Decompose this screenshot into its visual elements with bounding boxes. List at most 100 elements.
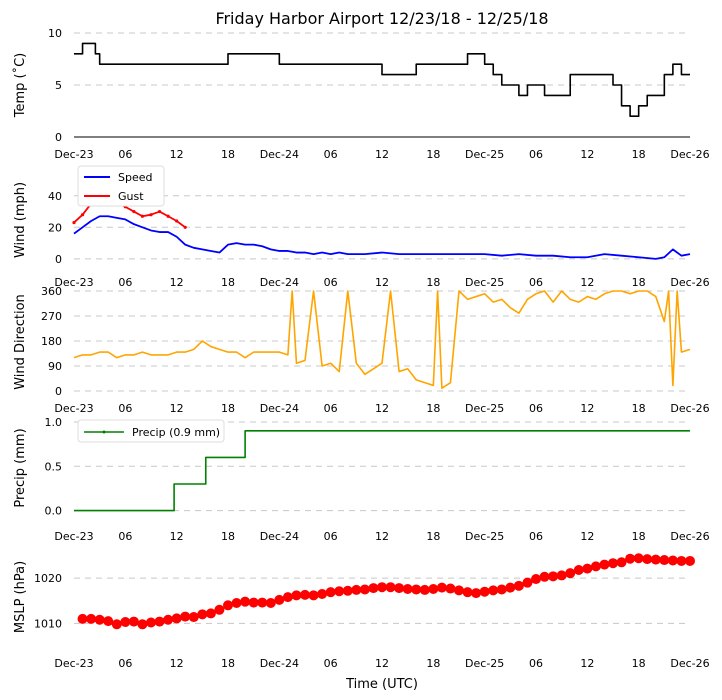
pressure-point	[556, 570, 567, 581]
pressure-point	[308, 590, 319, 601]
wind-xtick-label: 18	[426, 276, 440, 289]
pressure-point	[513, 580, 524, 591]
wind-ytick-label: 0	[55, 253, 62, 266]
temp-xtick-label: Dec-23	[54, 148, 93, 161]
pressure-point	[274, 594, 285, 605]
pressure-point	[265, 598, 276, 609]
pressure-xtick-label: Dec-24	[260, 657, 299, 670]
temp-y-axis-label: Temp (˚C)	[12, 53, 28, 119]
pressure-point	[317, 588, 328, 599]
temp-xtick-label: Dec-26	[670, 148, 709, 161]
temp-xtick-label: 06	[118, 148, 132, 161]
precip-xtick-label: 12	[580, 530, 594, 543]
pressure-point	[197, 609, 208, 620]
pressure-point	[94, 614, 105, 625]
direction-panel: 0 90 180 270 360 Wind Direction Dec-23 06 12 18 De…	[13, 285, 710, 415]
direction-xtick-label: 06	[529, 402, 543, 415]
temp-panel: 0 5 10 Temp (˚C) Dec-23 06 12 18 Dec-24 06 12 18 Dec…	[12, 27, 710, 161]
pressure-point	[223, 600, 233, 611]
wind-gust-point	[132, 209, 136, 214]
pressure-point	[608, 558, 618, 569]
pressure-point	[505, 582, 516, 593]
pressure-point	[539, 571, 550, 582]
wind-gust-point	[183, 225, 187, 229]
precip-xtick-label: Dec-25	[465, 530, 504, 543]
precip-xtick-label: Dec-24	[260, 530, 299, 543]
pressure-point	[616, 557, 627, 568]
pressure-point	[633, 553, 644, 564]
pressure-point	[325, 587, 336, 598]
pressure-point	[77, 613, 88, 624]
precip-xtick-label: 06	[118, 530, 132, 543]
pressure-xtick-label: Dec-26	[670, 657, 709, 670]
direction-ytick-label: 180	[41, 335, 62, 348]
wind-ytick-label: 20	[48, 221, 62, 234]
direction-y-axis-label: Wind Direction	[13, 294, 28, 390]
pressure-point	[188, 612, 199, 623]
pressure-point	[146, 617, 156, 628]
pressure-point	[154, 616, 165, 627]
wind-xtick-label: 12	[170, 276, 184, 289]
pressure-point	[342, 585, 353, 596]
wind-xtick-label: 18	[221, 276, 235, 289]
pressure-xtick-label: 06	[118, 657, 132, 670]
pressure-point	[120, 617, 131, 628]
temp-xtick-label: 12	[580, 148, 594, 161]
pressure-xtick-label: 06	[324, 657, 338, 670]
temp-xtick-label: 18	[426, 148, 440, 161]
temp-ytick-label: 10	[48, 27, 62, 40]
temp-series-line	[74, 42, 690, 117]
direction-xtick-label: 06	[118, 402, 132, 415]
pressure-point	[642, 554, 653, 565]
direction-xtick-label: 18	[221, 402, 235, 415]
wind-gust-point	[166, 214, 170, 218]
pressure-xtick-label: 12	[170, 657, 184, 670]
pressure-point	[573, 565, 584, 575]
wind-gust-point	[175, 219, 179, 223]
pressure-point	[531, 574, 541, 585]
precip-legend-marker	[102, 430, 106, 434]
precip-ytick-label: 0.5	[45, 460, 63, 473]
pressure-point	[205, 608, 216, 619]
direction-xtick-label: 12	[375, 402, 389, 415]
pressure-point	[359, 584, 370, 595]
pressure-point	[445, 583, 456, 594]
pressure-xtick-label: 12	[375, 657, 389, 670]
direction-xtick-label: Dec-23	[54, 402, 93, 415]
pressure-xtick-label: 18	[221, 657, 235, 670]
temp-xtick-label: Dec-24	[260, 148, 299, 161]
temp-xtick-label: Dec-25	[465, 148, 504, 161]
pressure-point	[282, 592, 293, 603]
wind-legend: Speed Gust	[77, 165, 165, 207]
wind-gust-point	[157, 209, 162, 214]
pressure-point	[582, 563, 593, 574]
pressure-point	[436, 582, 447, 593]
wind-legend-label: Speed	[118, 171, 152, 184]
wind-xtick-label: 18	[632, 276, 646, 289]
pressure-y-axis-label: MSLP (hPa)	[13, 561, 28, 633]
pressure-point	[454, 585, 464, 596]
pressure-point	[377, 582, 387, 593]
direction-xtick-label: Dec-24	[260, 402, 299, 415]
pressure-point	[103, 616, 114, 627]
pressure-point	[685, 555, 695, 566]
wind-xtick-label: 12	[375, 276, 389, 289]
precip-y-axis-label: Precip (mm)	[13, 428, 28, 507]
direction-ytick-label: 360	[41, 285, 62, 298]
pressure-point	[111, 619, 122, 630]
wind-gust-point	[140, 214, 145, 218]
direction-xtick-label: Dec-26	[670, 402, 709, 415]
temp-xtick-label: 06	[529, 148, 543, 161]
pressure-point	[248, 597, 259, 608]
precip-ytick-label: 1.0	[45, 416, 63, 429]
precip-xtick-label: Dec-23	[54, 530, 93, 543]
pressure-point	[428, 584, 439, 594]
pressure-point	[676, 555, 687, 566]
pressure-point	[659, 555, 670, 566]
precip-series-line	[74, 430, 690, 512]
precip-xtick-label: 18	[221, 530, 235, 543]
chart-title: Friday Harbor Airport 12/23/18 - 12/25/1…	[215, 9, 548, 28]
direction-xtick-label: Dec-25	[465, 402, 504, 415]
precip-xtick-label: 18	[426, 530, 440, 543]
